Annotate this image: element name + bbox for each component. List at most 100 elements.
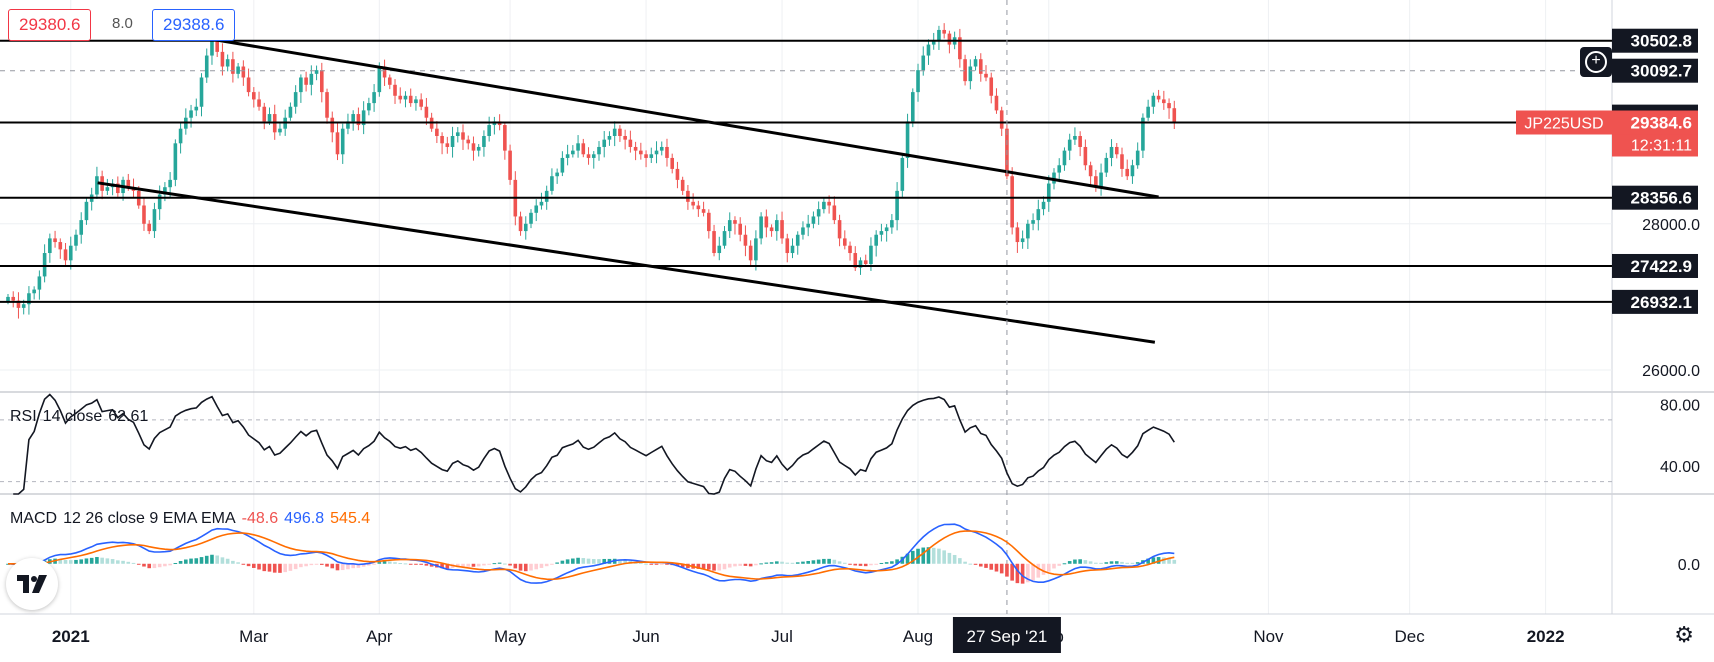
macd-hist-bar [225, 558, 230, 564]
macd-hist-bar [1135, 562, 1140, 564]
macd-hist-bar [518, 563, 523, 571]
price-level-label-bg [1612, 110, 1698, 135]
candle-body [670, 157, 675, 169]
candle-body [1109, 146, 1114, 158]
candle-body [733, 220, 737, 224]
candle-body [288, 106, 293, 118]
candle-body [1167, 103, 1171, 109]
macd-hist-bar [591, 559, 596, 564]
tradingview-logo-icon[interactable] [6, 558, 58, 610]
candle-body [937, 29, 941, 41]
macd-hist-bar [801, 561, 805, 564]
candle-body [215, 37, 219, 52]
candle-body [984, 73, 988, 78]
macd-hist-bar [869, 563, 873, 566]
candle-body [921, 55, 926, 71]
candle-body [869, 245, 873, 264]
candle-body [241, 66, 246, 78]
macd-hist-bar [288, 563, 293, 571]
macd-hist-bar [1120, 561, 1124, 564]
macd-hist-bar [147, 563, 152, 569]
macd-hist-bar [414, 563, 418, 565]
rsi-legend-name: RSI [10, 408, 37, 425]
macd-hist-bar [372, 563, 376, 565]
macd-hist-bar [1062, 563, 1067, 565]
candle-body [644, 154, 648, 158]
candle-body [508, 150, 512, 180]
candle-body [764, 216, 769, 228]
candle-body [278, 128, 282, 133]
candle-body [534, 205, 539, 213]
macd-hist-bar [335, 563, 340, 571]
candle-body [1046, 183, 1051, 202]
crosshair-date-label: 27 Sep '21 [967, 627, 1048, 646]
gear-icon[interactable]: ⚙ [1674, 622, 1694, 647]
macd-hist-bar [393, 562, 397, 564]
macd-hist-bar [492, 563, 497, 565]
macd-hist-bar [184, 559, 188, 564]
candle-body [419, 99, 423, 107]
price-axis-tick: 28000.0 [1642, 217, 1700, 234]
candle-body [665, 146, 669, 158]
candle-body [707, 212, 711, 232]
candle-body [832, 205, 837, 221]
macd-hist-bar [79, 559, 84, 564]
candle-body [916, 70, 920, 93]
macd-hist-bar [461, 563, 465, 567]
rsi-legend-params: 14 close [42, 408, 103, 425]
macd-hist-bar [654, 563, 659, 565]
macd-hist-bar [309, 563, 314, 566]
macd-hist-bar [487, 563, 491, 565]
rsi-axis-tick: 80.00 [1660, 397, 1700, 414]
macd-hist-bar [973, 563, 978, 565]
candle-body [795, 234, 800, 246]
candle-body [1125, 168, 1130, 177]
macd-hist-bar [408, 563, 413, 565]
candle-body [1026, 223, 1030, 239]
candle-body [827, 201, 831, 206]
macd-hist-bar [837, 561, 842, 564]
candle-body [738, 223, 742, 235]
macd-hist-bar [822, 558, 826, 564]
macd-hist-bar [707, 563, 711, 570]
bid-price-box[interactable]: 29380.6 [8, 9, 92, 41]
macd-hist-bar [727, 563, 732, 568]
rsi-legend[interactable]: RSI 14 close 62.61 [10, 408, 154, 426]
macd-hist-bar [576, 557, 580, 564]
candle-body [769, 227, 774, 232]
macd-hist-bar [497, 562, 502, 564]
macd-hist-bar [978, 563, 983, 567]
macd-hist-bar [1146, 558, 1150, 564]
macd-signal-line [8, 530, 1175, 581]
macd-hist-bar [618, 559, 622, 564]
macd-hist-bar [189, 558, 193, 564]
macd-signal-value: 545.4 [330, 510, 371, 527]
candle-body [267, 114, 272, 122]
spread-value: 8.0 [112, 15, 133, 32]
candle-body [926, 44, 931, 56]
ask-price-box[interactable]: 29388.6 [152, 9, 236, 41]
macd-hist-bar [785, 562, 790, 564]
plus-circle-icon[interactable]: + [1580, 47, 1612, 77]
candle-body [581, 143, 586, 155]
macd-hist-bar [471, 563, 476, 567]
candle-body [727, 220, 732, 232]
candle-body [1083, 146, 1088, 166]
macd-legend[interactable]: MACD 12 26 close 9 EMA EMA -48.6 496.8 545.4 [10, 510, 376, 528]
crosshair-price-bg [1612, 58, 1698, 83]
candle-body [712, 231, 716, 254]
macd-hist-bar [351, 563, 355, 569]
candle-body [6, 296, 10, 302]
macd-hist-bar [236, 562, 240, 564]
macd-legend-name: MACD [10, 510, 58, 527]
macd-hist-bar [780, 561, 784, 564]
candle-body [487, 125, 491, 136]
macd-hist-bar [455, 563, 460, 568]
candle-body [11, 296, 16, 301]
candle-body [754, 238, 758, 261]
macd-hist-bar [168, 563, 172, 566]
candle-body [863, 260, 868, 264]
candle-body [659, 146, 664, 151]
